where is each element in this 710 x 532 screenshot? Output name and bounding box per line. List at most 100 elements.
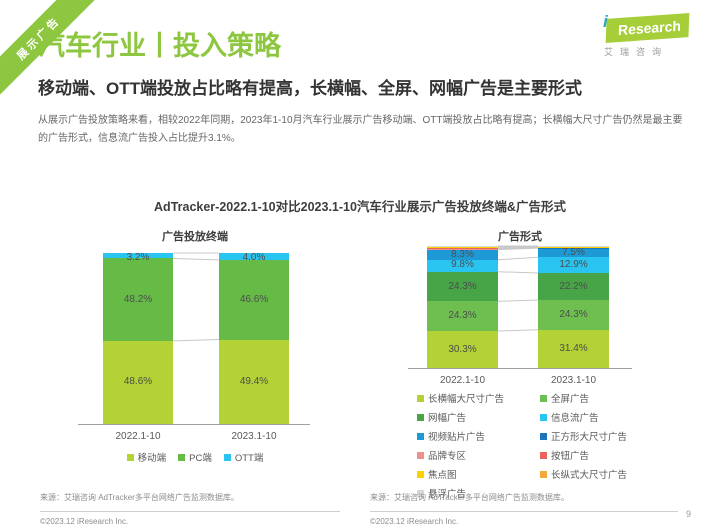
x-axis-line	[408, 368, 632, 369]
bar-segment-移动端	[219, 339, 289, 424]
legend-item-视频贴片广告: 视频贴片广告	[417, 429, 504, 443]
value-label: 24.3%	[559, 308, 588, 320]
page-subtitle: 移动端、OTT端投放占比略有提高，长横幅、全屏、网幅广告是主要形式	[38, 79, 582, 98]
legend-label: 长纵式大尺寸广告	[551, 470, 628, 481]
logo-brand: Research	[605, 13, 690, 43]
footer-left: 来源：艾瑞咨询 AdTracker多平台网络广告监测数据库。 ©2023.12 …	[40, 492, 340, 526]
bar-segment-PC端	[103, 258, 173, 341]
value-label: 30.3%	[448, 343, 477, 355]
legend-item-正方形大尺寸广告: 正方形大尺寸广告	[540, 429, 627, 443]
legend-swatch-icon	[417, 451, 424, 459]
legend-swatch-icon	[417, 470, 424, 478]
legend-label: 移动端	[137, 453, 167, 464]
legend-swatch-icon	[540, 394, 547, 402]
legend-item-按钮广告: 按钮广告	[540, 448, 627, 462]
legend-label: 悬浮广告	[428, 489, 467, 500]
value-label: 4.0%	[242, 252, 266, 263]
legend-swatch-icon	[540, 470, 547, 478]
legend-label: 视频贴片广告	[428, 432, 486, 443]
value-label: 31.4%	[559, 342, 588, 354]
legend-label: 按钮广告	[551, 451, 590, 462]
value-label: 22.2%	[559, 280, 588, 292]
footer-divider	[40, 511, 340, 512]
legend-swatch-icon	[417, 432, 424, 440]
chart-ad-format-legend-col1: 长横幅大尺寸广告网幅广告视频贴片广告 品牌专区焦点图悬浮广告	[417, 391, 504, 500]
legend-item-品牌专区: 品牌专区	[417, 448, 504, 462]
logo-i-icon: i	[603, 12, 608, 31]
bar-segment-OTT端	[103, 253, 173, 259]
chart-ad-terminal-legend: 移动端 PC端 OTT端	[40, 450, 350, 464]
legend-swatch-icon	[540, 413, 547, 421]
footer-right: 来源：艾瑞咨询 AdTracker多平台网络广告监测数据库。 ©2023.12 …	[370, 492, 678, 526]
legend-item-焦点图: 焦点图	[417, 467, 504, 481]
bar-segment-视频贴片广告	[538, 248, 609, 258]
legend-item-长横幅大尺寸广告: 长横幅大尺寸广告	[417, 391, 504, 405]
legend-item-全屏广告: 全屏广告	[540, 391, 627, 405]
bar-segment-长横幅大尺寸广告	[427, 331, 498, 368]
value-label: 46.6%	[239, 293, 269, 305]
page-number: 9	[686, 509, 692, 519]
source-note: 来源：艾瑞咨询 AdTracker多平台网络广告监测数据库。	[370, 493, 569, 502]
legend-item-长纵式大尺寸广告: 长纵式大尺寸广告	[540, 467, 627, 481]
x-axis-line	[78, 424, 310, 425]
bar-segment-长横幅大尺寸广告	[538, 329, 609, 368]
x-axis-label: 2023.1-10	[550, 375, 597, 386]
bar-segment-OTT端	[219, 253, 289, 260]
value-label: 48.6%	[123, 376, 153, 388]
legend-swatch-icon	[126, 453, 134, 461]
bar-segment-焦点图	[427, 247, 498, 249]
legend-item-信息流广告: 信息流广告	[540, 410, 627, 424]
bar-segment-长纵式大尺寸广告	[427, 246, 498, 248]
page-description: 从展示广告投放策略来看，相较2022年同期，2023年1-10月汽车行业展示广告…	[38, 115, 683, 144]
legend-swatch-icon	[540, 451, 547, 459]
value-label: 49.4%	[239, 375, 269, 387]
chart-ad-terminal-title: 广告投放终端	[162, 231, 228, 243]
chart-ad-terminal-plot: 48.6% 48.2% 3.2% 49.4% 46.6% 4.0% 2022.1-10 202…	[40, 224, 350, 474]
x-axis-label: 2022.1-10	[439, 375, 486, 386]
legend-label: 网幅广告	[428, 413, 467, 424]
value-label: 8.3%	[451, 248, 474, 260]
value-label: 7.5%	[562, 247, 585, 259]
legend-label: 全屏广告	[551, 394, 590, 405]
source-note: 来源：艾瑞咨询 AdTracker多平台网络广告监测数据库。	[40, 493, 239, 502]
legend-swatch-icon	[417, 394, 424, 402]
legend-swatch-icon	[540, 432, 547, 440]
footer-divider	[370, 511, 678, 512]
bar-segment-全屏广告	[427, 301, 498, 332]
value-label: 12.9%	[559, 259, 588, 271]
bar-segment-正方形大尺寸广告	[427, 249, 498, 250]
value-label: 24.3%	[448, 280, 477, 292]
x-axis-label: 2022.1-10	[115, 431, 161, 442]
bar-segment-网幅广告	[538, 272, 609, 301]
value-label: 24.3%	[448, 310, 477, 322]
legend-label: 信息流广告	[551, 413, 599, 424]
chart-ad-format-legend-col2: 全屏广告信息流广告正方形大尺寸广告 按钮广告长纵式大尺寸广告	[540, 391, 627, 481]
chart-ad-format: 广告形式 30.3% 24.3% 24.3% 9.8% 8.3% 31.4% 24.3% 22…	[360, 224, 680, 500]
logo-caption: 艾瑞咨询	[604, 47, 669, 57]
page-title: 汽车行业丨投入策略	[38, 31, 281, 61]
bar-segment-网幅广告	[427, 271, 498, 302]
legend-item-悬浮广告: 悬浮广告	[417, 486, 504, 500]
bar-segment-PC端	[219, 259, 289, 340]
legend-label: PC端	[189, 453, 212, 464]
bar-segment-信息流广告	[538, 257, 609, 273]
legend-label: OTT端	[234, 453, 264, 464]
legend-swatch-icon	[223, 453, 231, 461]
copyright: ©2023.12 iResearch Inc.	[370, 517, 459, 526]
legend-label: 品牌专区	[428, 451, 467, 462]
value-label: 9.8%	[451, 258, 474, 270]
legend-swatch-icon	[417, 413, 424, 421]
legend-label: 正方形大尺寸广告	[551, 432, 628, 443]
chart-ad-format-title: 广告形式	[498, 231, 542, 243]
bar-segment-移动端	[103, 340, 173, 424]
bar-segment-视频贴片广告	[427, 249, 498, 260]
copyright: ©2023.12 iResearch Inc.	[40, 517, 129, 526]
value-label: 3.2%	[126, 252, 150, 263]
legend-swatch-icon	[417, 489, 424, 497]
legend-item-PC端: PC端	[178, 450, 212, 464]
bar-segment-信息流广告	[427, 259, 498, 272]
chart-section-title: AdTracker-2022.1-10对比2023.1-10汽车行业展示广告投放…	[154, 200, 566, 214]
legend-item-OTT端: OTT端	[223, 450, 264, 464]
chart-ad-terminal: 广告投放终端 48.6% 48.2% 3.2% 49.4% 46.6% 4.0% 2022.…	[40, 224, 350, 474]
legend-item-网幅广告: 网幅广告	[417, 410, 504, 424]
